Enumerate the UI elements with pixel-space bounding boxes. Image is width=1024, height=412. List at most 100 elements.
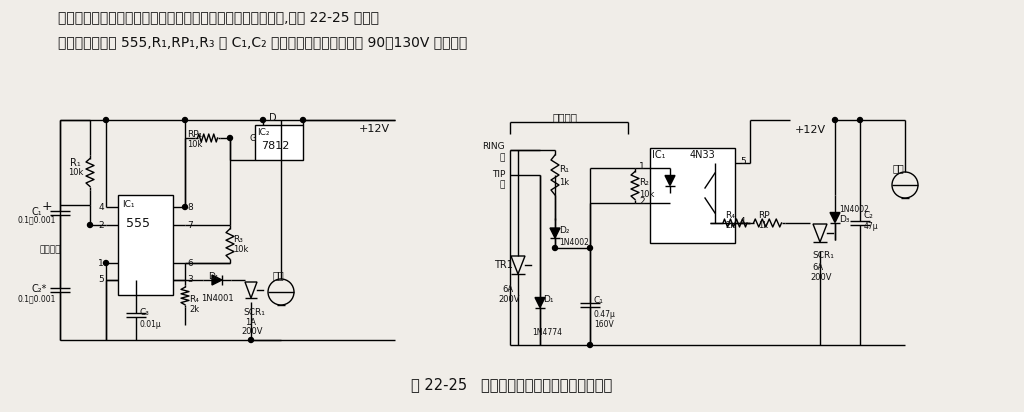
Text: 6A: 6A (812, 263, 823, 272)
Text: 10k: 10k (187, 140, 203, 149)
Text: 图 22-25   电话机附加振铃提醒器电路（二）: 图 22-25 电话机附加振铃提醒器电路（二） (412, 377, 612, 393)
Text: 5: 5 (740, 157, 745, 166)
Circle shape (103, 260, 109, 265)
Text: R₄: R₄ (725, 211, 735, 220)
Text: 1A: 1A (245, 318, 256, 327)
Text: +12V: +12V (795, 125, 826, 135)
Text: R₃: R₃ (233, 235, 243, 244)
Text: R₂: R₂ (639, 178, 649, 187)
Text: 7812: 7812 (261, 141, 290, 151)
Text: 1N4001: 1N4001 (201, 294, 233, 303)
Text: C₃: C₃ (140, 308, 150, 317)
Text: R₁: R₁ (70, 158, 81, 168)
Text: RP: RP (758, 211, 770, 220)
Text: 1N4774: 1N4774 (532, 328, 562, 337)
Text: 4: 4 (740, 217, 745, 226)
Text: R₄: R₄ (189, 295, 199, 304)
Text: C₁: C₁ (32, 207, 43, 217)
Text: 1: 1 (639, 162, 645, 171)
Polygon shape (550, 228, 560, 238)
Circle shape (87, 222, 92, 227)
Text: 3: 3 (187, 276, 193, 285)
Bar (255, 125, 303, 160)
Bar (650, 148, 735, 243)
Text: IC₁: IC₁ (652, 150, 666, 160)
Text: 6A: 6A (502, 285, 513, 294)
Text: 电铃: 电铃 (893, 163, 905, 173)
Text: 至电话线: 至电话线 (553, 112, 578, 122)
Text: D₂: D₂ (559, 226, 569, 235)
Circle shape (182, 117, 187, 122)
Text: TR1: TR1 (494, 260, 513, 270)
Text: 8: 8 (187, 203, 193, 211)
Text: +12V: +12V (358, 124, 390, 134)
Text: SCR₁: SCR₁ (812, 251, 834, 260)
Circle shape (227, 136, 232, 140)
Text: 1N4002: 1N4002 (839, 205, 869, 214)
Text: D₃: D₃ (839, 215, 850, 224)
Text: 4: 4 (98, 203, 104, 211)
Text: 200V: 200V (810, 273, 831, 282)
Circle shape (833, 117, 838, 122)
Circle shape (300, 117, 305, 122)
Circle shape (249, 337, 254, 342)
Text: D₁: D₁ (208, 272, 218, 281)
Text: 555: 555 (126, 217, 150, 230)
Text: C₂: C₂ (864, 211, 873, 220)
Circle shape (260, 117, 265, 122)
Text: RP₁: RP₁ (187, 130, 203, 139)
Text: 至电话线: 至电话线 (40, 245, 61, 254)
Text: TIP: TIP (492, 170, 505, 179)
Text: 6: 6 (187, 258, 193, 267)
Text: 2: 2 (639, 197, 645, 206)
Text: 1: 1 (98, 258, 104, 267)
Text: +: + (41, 200, 52, 213)
Text: R₁: R₁ (559, 165, 569, 174)
Text: D: D (269, 113, 276, 123)
Text: 0.47μ: 0.47μ (594, 310, 615, 319)
Polygon shape (535, 297, 545, 307)
Polygon shape (212, 275, 222, 285)
Text: 200V: 200V (498, 295, 519, 304)
Text: 7: 7 (187, 220, 193, 229)
Text: 本振铃提醒电路由振铃触发电路和可控硅触发电铃电路等构成,如图 22-25 所示。: 本振铃提醒电路由振铃触发电路和可控硅触发电铃电路等构成,如图 22-25 所示。 (58, 10, 379, 24)
Text: 10k: 10k (68, 168, 83, 177)
Text: 1k: 1k (559, 178, 569, 187)
Text: 0.1～0.001: 0.1～0.001 (18, 294, 56, 303)
Text: 环: 环 (500, 153, 505, 162)
Text: 1k: 1k (758, 221, 768, 230)
Text: 1N4002: 1N4002 (559, 238, 589, 247)
Bar (118, 195, 173, 295)
Text: 5: 5 (98, 276, 104, 285)
Circle shape (588, 342, 593, 347)
Text: 2k: 2k (725, 221, 735, 230)
Text: 0.1～0.001: 0.1～0.001 (18, 215, 56, 224)
Polygon shape (665, 176, 675, 185)
Text: IC₂: IC₂ (257, 128, 269, 137)
Text: 2k: 2k (189, 305, 199, 314)
Circle shape (588, 246, 593, 250)
Text: 10k: 10k (233, 245, 249, 254)
Text: 0.01μ: 0.01μ (140, 320, 162, 329)
Circle shape (553, 246, 557, 250)
Text: D₁: D₁ (543, 295, 554, 304)
Text: 电铃: 电铃 (273, 270, 285, 280)
Text: RING: RING (482, 142, 505, 151)
Text: 2: 2 (98, 220, 104, 229)
Text: IC₁: IC₁ (122, 200, 134, 209)
Text: C₁: C₁ (594, 296, 604, 305)
Text: 4N33: 4N33 (690, 150, 716, 160)
Circle shape (103, 117, 109, 122)
Text: SCR₁: SCR₁ (243, 308, 265, 317)
Text: 振铃触发电路由 555,R₁,RP₁,R₃ 和 C₁,C₂ 等组成。当电话线上送人 90～130V 的交流振: 振铃触发电路由 555,R₁,RP₁,R₃ 和 C₁,C₂ 等组成。当电话线上送… (58, 35, 467, 49)
Text: 200V: 200V (241, 327, 262, 336)
Text: 160V: 160V (594, 320, 613, 329)
Polygon shape (830, 213, 840, 222)
Text: C₂*: C₂* (32, 284, 47, 294)
Text: 10k: 10k (639, 190, 654, 199)
Text: 47μ: 47μ (864, 222, 879, 231)
Circle shape (182, 204, 187, 209)
Circle shape (857, 117, 862, 122)
Text: 尖: 尖 (500, 180, 505, 189)
Text: G: G (250, 134, 256, 143)
